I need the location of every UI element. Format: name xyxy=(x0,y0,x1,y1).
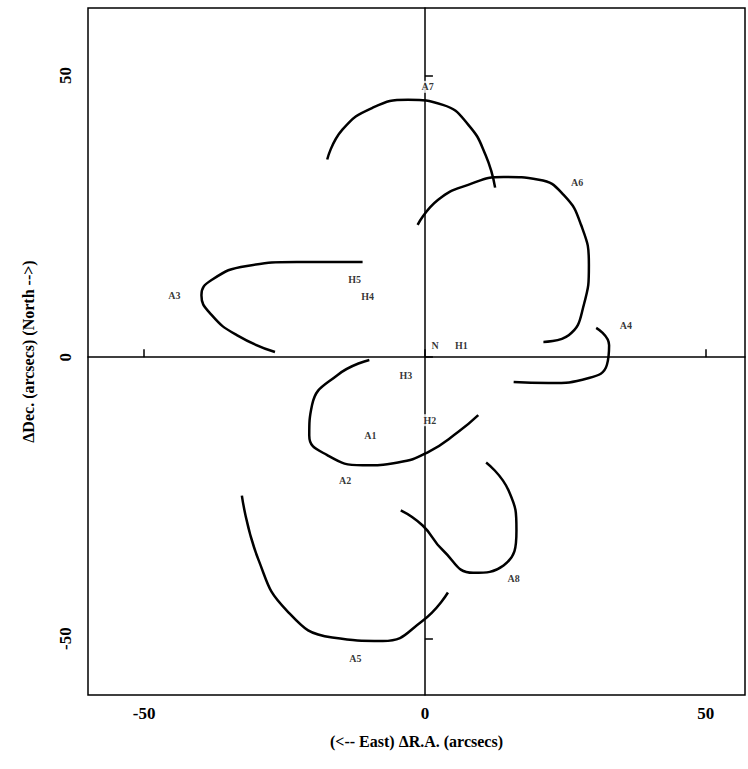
svg-text:-50: -50 xyxy=(133,704,156,723)
svg-text:ΔDec. (arcsecs) (North -->): ΔDec. (arcsecs) (North -->) xyxy=(20,260,38,442)
svg-text:50: 50 xyxy=(56,67,75,84)
svg-text:A3: A3 xyxy=(168,290,180,301)
svg-text:0: 0 xyxy=(421,704,430,723)
svg-text:H2: H2 xyxy=(424,415,437,426)
svg-text:-50: -50 xyxy=(56,627,75,650)
svg-text:H5: H5 xyxy=(348,274,361,285)
svg-text:A2: A2 xyxy=(339,475,351,486)
svg-text:50: 50 xyxy=(697,704,714,723)
svg-text:A6: A6 xyxy=(571,177,583,188)
svg-text:A8: A8 xyxy=(508,573,520,584)
svg-text:A4: A4 xyxy=(620,320,632,331)
svg-text:A1: A1 xyxy=(364,430,376,441)
svg-text:H1: H1 xyxy=(455,340,468,351)
svg-text:A5: A5 xyxy=(349,653,361,664)
svg-text:H4: H4 xyxy=(361,291,374,302)
svg-text:A7: A7 xyxy=(422,81,434,92)
svg-text:0: 0 xyxy=(56,353,75,362)
svg-text:(<-- East) ΔR.A. (arcsecs): (<-- East) ΔR.A. (arcsecs) xyxy=(330,733,503,751)
svg-text:N: N xyxy=(431,340,439,351)
svg-text:H3: H3 xyxy=(399,370,412,381)
